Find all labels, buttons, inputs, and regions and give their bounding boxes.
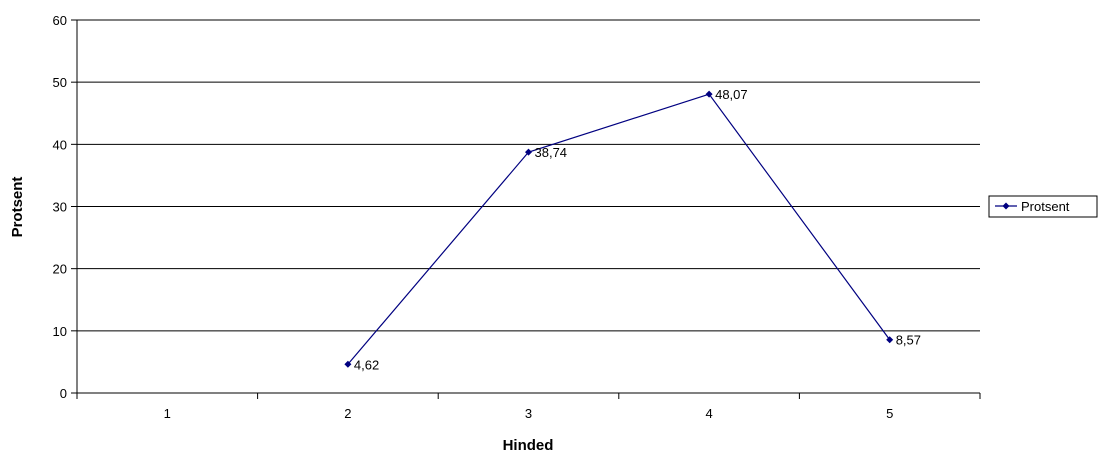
x-tick-label: 1 <box>164 406 171 421</box>
y-tick-label: 60 <box>53 13 67 28</box>
legend-label: Protsent <box>1021 199 1070 214</box>
data-point-marker <box>525 148 532 156</box>
y-axis-title: Protsent <box>9 177 26 238</box>
legend: Protsent <box>988 195 1098 218</box>
gridlines <box>77 19 980 332</box>
data-point-marker <box>705 90 713 98</box>
y-axis-ticks: 0 10 20 30 40 50 60 <box>53 13 77 401</box>
data-label: 48,07 <box>715 87 748 102</box>
x-axis-title: Hinded <box>503 437 554 454</box>
y-tick-label: 30 <box>53 200 67 215</box>
data-point-marker <box>886 336 894 344</box>
data-point-marker <box>344 360 352 368</box>
y-tick-label: 20 <box>53 262 67 277</box>
series-line <box>347 93 891 365</box>
y-tick-label: 10 <box>53 324 67 339</box>
x-tick-label: 3 <box>525 406 532 421</box>
data-label: 38,74 <box>535 145 568 160</box>
y-tick-label: 40 <box>53 137 67 152</box>
x-tick-label: 2 <box>344 406 351 421</box>
data-label: 4,62 <box>354 357 379 372</box>
x-tick-label: 4 <box>705 406 712 421</box>
legend-marker <box>1002 202 1010 210</box>
series-group: 4,62 38,74 48,07 8,57 <box>344 87 921 372</box>
data-label: 8,57 <box>896 333 921 348</box>
y-tick-label: 50 <box>53 75 67 90</box>
y-tick-label: 0 <box>60 386 67 401</box>
x-tick-label: 5 <box>886 406 893 421</box>
legend-box <box>988 195 1098 218</box>
x-axis-ticks: 1 2 3 4 5 <box>76 393 981 421</box>
